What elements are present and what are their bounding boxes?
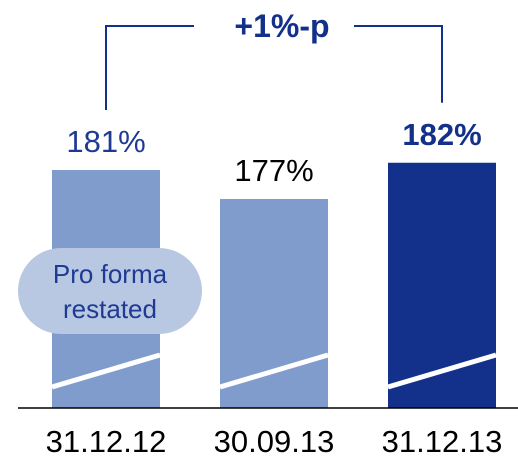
pro-forma-badge-shape [18, 248, 202, 334]
change-annotation-text: +1%-p [234, 8, 329, 44]
value-labels-group: 181% 177% 182% [66, 117, 481, 188]
bar-break-stripe-30.09.13 [219, 352, 329, 390]
bar-break-stripe-31.12.12 [51, 352, 161, 390]
pro-forma-badge-line-2: restated [63, 294, 157, 324]
pro-forma-badge: Pro forma restated [18, 248, 202, 334]
value-label-31.12.12: 181% [66, 124, 145, 159]
pro-forma-badge-line-1: Pro forma [53, 259, 168, 289]
bars-group [52, 162, 496, 408]
tick-label-31.12.12: 31.12.12 [46, 424, 167, 459]
change-annotation: +1%-p [105, 8, 443, 110]
bar-30.09.13 [220, 199, 328, 408]
tick-label-30.09.13: 30.09.13 [214, 424, 335, 459]
tick-label-31.12.13: 31.12.13 [382, 424, 503, 459]
bracket-left-line [105, 25, 194, 110]
bar-stripes-group [51, 352, 497, 390]
value-label-30.09.13: 177% [234, 153, 313, 188]
value-label-31.12.13: 182% [402, 117, 481, 152]
tick-labels-group: 31.12.12 30.09.13 31.12.13 [46, 424, 503, 459]
bracket-right-line [354, 25, 443, 103]
bar-break-stripe-31.12.13 [387, 352, 497, 390]
bar-31.12.13 [388, 162, 496, 408]
